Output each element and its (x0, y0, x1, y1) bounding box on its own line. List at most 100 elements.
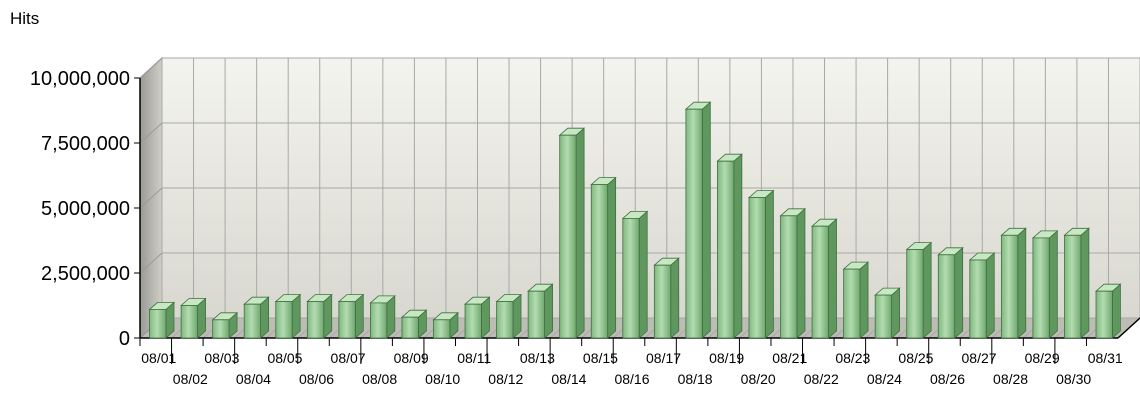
bar-front (559, 134, 577, 339)
x-tick-label: 08/05 (267, 350, 302, 366)
bar (337, 293, 365, 339)
bar (432, 311, 459, 339)
y-tick-label: 10,000,000 (30, 68, 130, 90)
bar (495, 293, 523, 339)
bar (1063, 227, 1090, 339)
bar-front (969, 259, 987, 339)
bar-side (1017, 227, 1027, 339)
bar (211, 311, 239, 339)
bar (558, 127, 586, 339)
bar-front (275, 301, 293, 339)
x-tick-label: 08/31 (1088, 350, 1123, 366)
bar-front (1032, 237, 1050, 339)
bar-front (306, 301, 325, 339)
gridline-side (139, 252, 163, 274)
bar-side (1112, 283, 1121, 339)
x-tick-label: 08/30 (1056, 371, 1091, 387)
bar-front (527, 290, 545, 339)
bar (590, 176, 617, 339)
x-tick-label: 08/10 (425, 371, 460, 387)
bar-side (859, 261, 869, 339)
bar-side (512, 293, 522, 339)
bar-side (985, 252, 995, 339)
y-tick-label: 7,500,000 (41, 133, 130, 155)
bar (779, 207, 807, 339)
x-tick-label: 08/18 (678, 371, 713, 387)
bar (180, 297, 207, 339)
x-tick-label: 08/14 (551, 371, 586, 387)
bar-front (748, 197, 766, 339)
bar-side (796, 207, 806, 339)
bar (1031, 230, 1059, 339)
x-tick-label: 08/28 (993, 371, 1028, 387)
bar-side (954, 246, 964, 339)
bar (369, 295, 396, 339)
gridline-side (139, 57, 163, 79)
x-tick-label: 08/02 (173, 371, 208, 387)
bar (1000, 227, 1027, 339)
x-tick-label: 08/29 (1025, 350, 1060, 366)
bar-front (464, 303, 482, 339)
bar-side (1080, 227, 1090, 339)
x-tick-label: 08/04 (236, 371, 271, 387)
bar (684, 101, 712, 339)
bar (905, 241, 933, 339)
bar-side (764, 189, 774, 339)
bar-side (891, 287, 900, 339)
bar (274, 293, 302, 339)
x-tick-label: 08/15 (583, 350, 618, 366)
bar-side (354, 293, 364, 339)
bar-side (922, 241, 932, 339)
x-tick-label: 08/07 (331, 350, 366, 366)
bar-side (323, 293, 333, 339)
bar-front (874, 294, 892, 339)
x-tick-label: 08/21 (772, 350, 807, 366)
bar-side (828, 218, 837, 339)
y-tick-label: 2,500,000 (41, 263, 130, 285)
bar-front (1095, 290, 1113, 339)
bar-side (733, 153, 743, 339)
x-tick-label: 08/19 (709, 350, 744, 366)
bar-side (638, 210, 648, 339)
bar-front (906, 249, 924, 339)
bar-front (811, 225, 829, 339)
bar (1094, 283, 1122, 339)
bar (463, 296, 491, 339)
bar-side (544, 283, 553, 339)
x-tick-label: 08/24 (867, 371, 902, 387)
bar-front (622, 217, 640, 339)
bar-side (607, 176, 617, 339)
bar (874, 287, 901, 339)
bar (716, 153, 743, 339)
bar-side (670, 257, 680, 339)
bar-front (685, 108, 703, 339)
bar-side (701, 101, 711, 339)
bar (968, 252, 996, 339)
bar (747, 189, 775, 339)
bar-front (401, 316, 419, 339)
bar-side (1048, 230, 1058, 339)
x-tick-label: 08/06 (299, 371, 334, 387)
x-tick-label: 08/27 (962, 350, 997, 366)
y-tick-label: 0 (119, 328, 130, 350)
bar-front (370, 302, 388, 339)
bar-front (496, 301, 514, 339)
x-tick-label: 08/23 (835, 350, 870, 366)
x-tick-label: 08/22 (804, 371, 839, 387)
x-tick-label: 08/25 (898, 350, 933, 366)
bar-front (1064, 234, 1082, 339)
x-tick-label: 08/13 (520, 350, 555, 366)
bar-front (780, 215, 798, 339)
bar-front (1000, 234, 1019, 339)
bar-side (291, 293, 301, 339)
x-tick-label: 08/03 (204, 350, 239, 366)
gridline-side (139, 187, 163, 209)
x-tick-label: 08/11 (457, 350, 491, 366)
bar (148, 301, 176, 339)
bar (653, 257, 680, 339)
bar (400, 309, 428, 339)
x-axis-depth-line (1117, 317, 1140, 339)
x-tick-label: 08/20 (741, 371, 776, 387)
bar-front (717, 160, 735, 339)
bar-front (937, 254, 956, 339)
